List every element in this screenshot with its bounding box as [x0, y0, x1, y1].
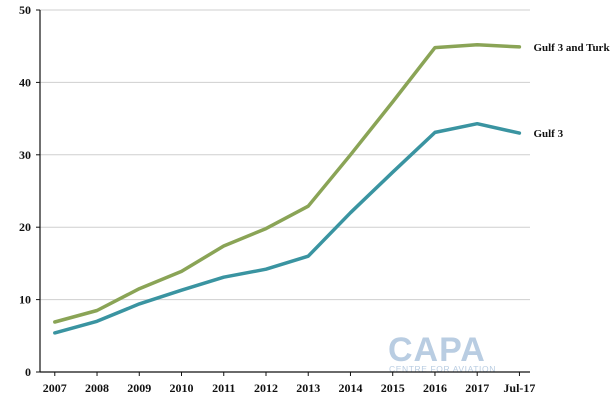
labels: 0 10 20 30 40 50 2007 2008 2009 2010 2011 2012 2013 2… — [19, 3, 610, 395]
y-tick-label: 30 — [19, 148, 31, 162]
x-tick-label: 2017 — [465, 381, 489, 395]
watermark-name: CAPA — [388, 331, 486, 369]
y-tick-label: 40 — [19, 75, 31, 89]
series-lines — [53, 43, 522, 335]
x-tick-label: 2011 — [212, 381, 235, 395]
watermark-tagline: CENTRE FOR AVIATION — [389, 364, 496, 374]
y-tick-label: 20 — [19, 220, 31, 234]
x-tick-label: 2013 — [296, 381, 320, 395]
x-tick-label: 2008 — [85, 381, 109, 395]
grid — [40, 9, 530, 301]
y-tick-label: 10 — [19, 293, 31, 307]
x-tick-label: 2010 — [170, 381, 194, 395]
y-tick-label: 50 — [19, 3, 31, 17]
axes — [36, 9, 530, 376]
x-tick-label: 2015 — [381, 381, 405, 395]
series-label-gulf-3: Gulf 3 — [533, 128, 563, 140]
x-tick-label: 2016 — [423, 381, 447, 395]
series-line-gulf-3-and-turkish — [53, 43, 522, 324]
x-tick-label: 2009 — [127, 381, 151, 395]
series-label-gulf-3-and-turkish: Gulf 3 and Turkish — [533, 42, 610, 54]
x-tick-label: Jul-17 — [503, 381, 535, 395]
x-tick-label: 2007 — [43, 381, 67, 395]
x-tick-label: 2014 — [338, 381, 362, 395]
series-line-gulf-3 — [53, 121, 522, 335]
y-tick-label: 0 — [25, 365, 31, 379]
capa-watermark: CAPA CENTRE FOR AVIATION — [388, 331, 496, 374]
x-tick-label: 2012 — [254, 381, 278, 395]
